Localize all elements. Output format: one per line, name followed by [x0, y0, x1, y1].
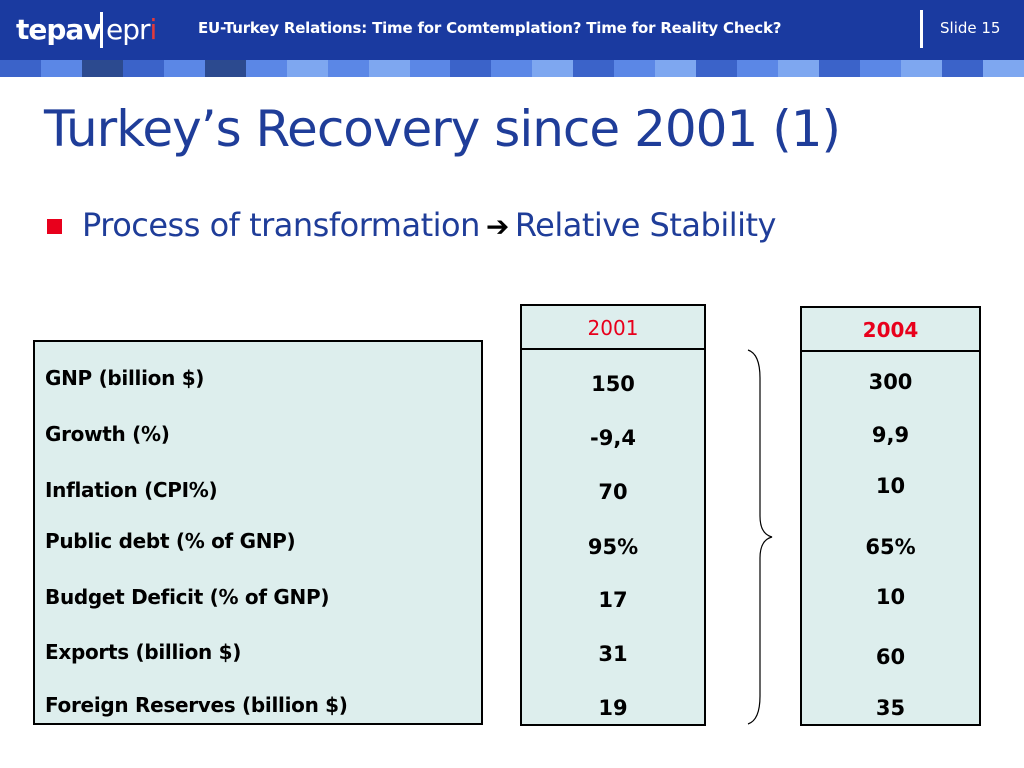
stripe-block	[286, 60, 328, 77]
stripe-block	[81, 60, 123, 77]
stripe-block	[982, 60, 1024, 77]
cell-2004-inflation: 10	[875, 474, 906, 498]
cell-2001-public-debt: 95%	[587, 535, 639, 559]
column-header-2001: 2001	[522, 306, 704, 350]
cell-2004-growth: 9,9	[871, 423, 910, 447]
epri-logo-hook: i	[149, 13, 158, 46]
bullet-square-icon	[47, 219, 62, 234]
column-2001: 2001 150 -9,4 70 95% 17 31 19	[520, 304, 706, 726]
header-bar: tepav epri EU-Turkey Relations: Time for…	[0, 0, 1024, 60]
stripe-block	[409, 60, 451, 77]
slide-number: Slide 15	[940, 19, 1001, 37]
cell-2001-budget-deficit: 17	[598, 588, 628, 612]
stripe-block	[40, 60, 82, 77]
row-label-budget-deficit: Budget Deficit (% of GNP)	[45, 585, 330, 609]
stripe-block	[614, 60, 656, 77]
epri-logo: epri	[106, 10, 158, 50]
column-header-2004: 2004	[802, 308, 979, 352]
stripe-block	[655, 60, 697, 77]
stripe-block	[696, 60, 738, 77]
stripe-block	[941, 60, 983, 77]
logo-separator	[100, 12, 103, 48]
indicator-labels-table: GNP (billion $) Growth (%) Inflation (CP…	[33, 340, 483, 725]
stripe-block	[573, 60, 615, 77]
cell-2001-growth: -9,4	[590, 426, 636, 450]
row-label-gnp: GNP (billion $)	[45, 366, 205, 390]
stripe-block	[368, 60, 410, 77]
stripe-block	[737, 60, 779, 77]
column-2004: 2004 300 9,9 10 65% 10 60 35	[800, 306, 981, 726]
stripe-block	[450, 60, 492, 77]
stripe-block	[900, 60, 942, 77]
arrow-right-icon: ➔	[485, 210, 509, 243]
stripe-block	[204, 60, 246, 77]
decorative-stripe	[0, 60, 1024, 77]
bullet-point: Process of transformation ➔ Relative Stabi…	[82, 206, 776, 244]
cell-2001-exports: 31	[598, 642, 628, 666]
stripe-block	[778, 60, 820, 77]
cell-2004-public-debt: 65%	[865, 535, 916, 559]
bullet-text-right: Relative Stability	[514, 206, 777, 244]
cell-2001-reserves: 19	[598, 696, 628, 720]
bullet-text-left: Process of transformation	[82, 206, 480, 244]
stripe-block	[327, 60, 369, 77]
stripe-block	[122, 60, 164, 77]
stripe-block	[245, 60, 287, 77]
row-label-growth: Growth (%)	[45, 422, 170, 446]
cell-2004-budget-deficit: 10	[875, 585, 906, 609]
stripe-block	[532, 60, 574, 77]
cell-2001-gnp: 150	[591, 372, 635, 396]
stripe-block	[491, 60, 533, 77]
row-label-exports: Exports (billion $)	[45, 640, 242, 664]
row-label-public-debt: Public debt (% of GNP)	[45, 529, 296, 553]
stripe-block	[860, 60, 901, 77]
stripe-block	[0, 60, 41, 77]
stripe-block	[163, 60, 205, 77]
cell-2004-gnp: 300	[868, 370, 913, 394]
tepav-logo: tepav	[16, 13, 102, 46]
row-label-reserves: Foreign Reserves (billion $)	[45, 693, 348, 717]
cell-2001-inflation: 70	[598, 480, 628, 504]
curly-brace-icon	[747, 349, 773, 725]
presentation-title: EU-Turkey Relations: Time for Comtemplat…	[198, 19, 782, 37]
slide-title: Turkey’s Recovery since 2001 (1)	[44, 100, 841, 158]
cell-2004-reserves: 35	[875, 696, 906, 720]
stripe-block	[819, 60, 861, 77]
header-separator	[920, 10, 923, 48]
epri-logo-main: epr	[106, 13, 151, 46]
cell-2004-exports: 60	[875, 645, 906, 669]
row-label-inflation: Inflation (CPI%)	[45, 478, 218, 502]
